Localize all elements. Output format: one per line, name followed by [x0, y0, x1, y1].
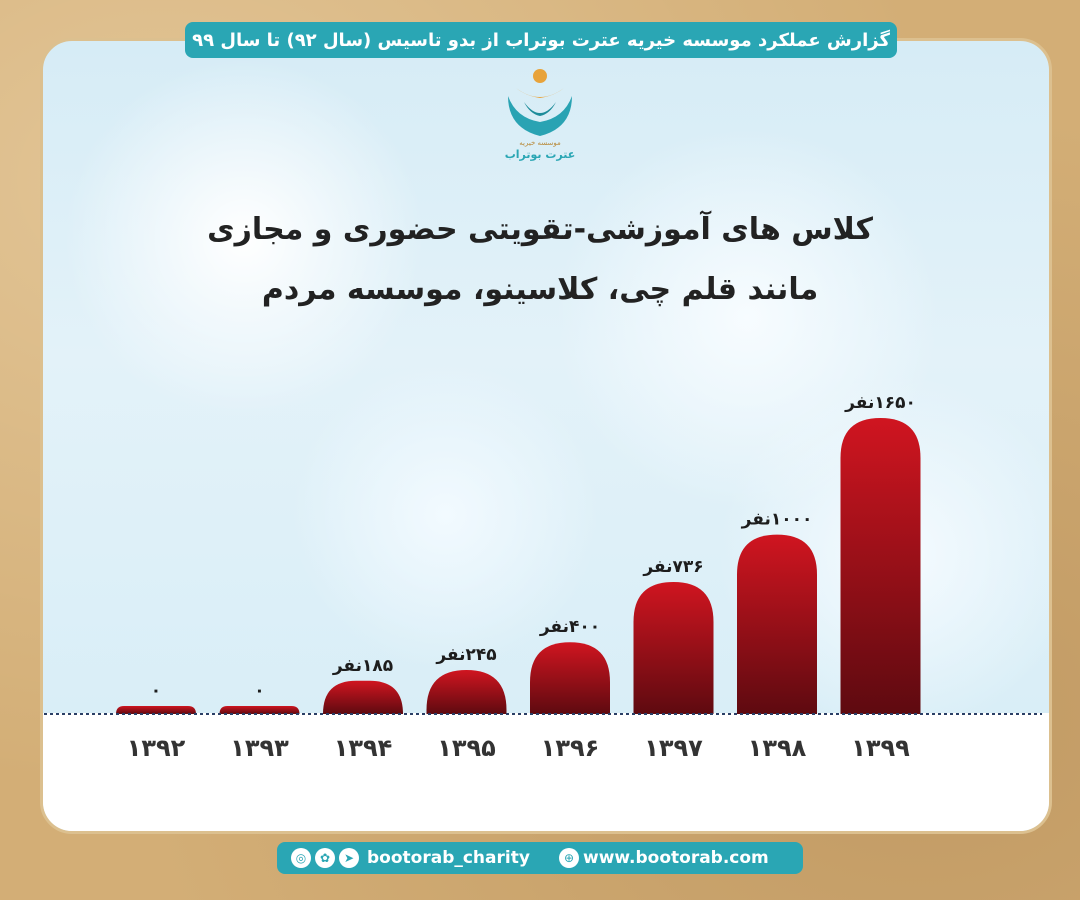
data-label-4: ۴۰۰نفر — [539, 617, 600, 637]
bar-1 — [219, 706, 300, 714]
footer-bar: ◎ ✿ ➤ bootorab_charity ⊕ www.bootorab.co… — [277, 842, 803, 874]
bar-4 — [530, 642, 610, 714]
aparat-icon[interactable]: ✿ — [315, 848, 335, 868]
bar-7 — [840, 418, 921, 714]
data-label-2: ۱۸۵نفر — [332, 656, 393, 676]
bar-5 — [633, 581, 714, 714]
x-tick-6: ۱۳۹۸ — [748, 734, 807, 762]
website-link[interactable]: www.bootorab.com — [583, 848, 769, 868]
x-tick-3: ۱۳۹۵ — [437, 734, 496, 762]
report-header: گزارش عملکرد موسسه خیریه عترت بوتراب از … — [185, 22, 897, 58]
data-labels: ۰ ۰ ۱۸۵نفر ۲۴۵نفر ۴۰۰نفر ۷۳۶نفر ۱۰۰۰نفر ۱۶۵۰نفر — [151, 393, 916, 701]
charity-logo: موسسه خیریه عترت بوتراب — [505, 69, 576, 161]
x-tick-7: ۱۳۹۹ — [851, 734, 910, 762]
logo-caption-small: موسسه خیریه — [519, 139, 561, 147]
x-tick-5: ۱۳۹۷ — [644, 734, 703, 762]
bar-series — [116, 418, 921, 714]
social-handle[interactable]: bootorab_charity — [367, 848, 530, 868]
bar-2 — [323, 680, 403, 714]
data-label-7: ۱۶۵۰نفر — [844, 393, 916, 413]
data-label-5: ۷۳۶نفر — [642, 557, 703, 577]
data-label-0: ۰ — [151, 681, 161, 701]
globe-icon: ⊕ — [559, 848, 579, 868]
data-label-3: ۲۴۵نفر — [435, 645, 496, 665]
instagram-icon[interactable]: ◎ — [291, 848, 311, 868]
bar-0 — [116, 706, 196, 714]
x-tick-0: ۱۳۹۲ — [127, 734, 186, 762]
axis-area — [43, 713, 1049, 831]
chart-title: کلاس های آموزشی-تقویتی حضوری و مجازی مان… — [180, 200, 900, 320]
x-tick-4: ۱۳۹۶ — [541, 734, 600, 762]
x-tick-2: ۱۳۹۴ — [334, 734, 393, 762]
x-axis-ticks: ۱۳۹۲ ۱۳۹۳ ۱۳۹۴ ۱۳۹۵ ۱۳۹۶ ۱۳۹۷ ۱۳۹۸ ۱۳۹۹ — [127, 734, 910, 762]
bar-3 — [426, 670, 507, 714]
chart-title-line2: مانند قلم چی، کلاسینو، موسسه مردم — [261, 272, 819, 307]
data-label-6: ۱۰۰۰نفر — [741, 510, 813, 530]
logo-caption-large: عترت بوتراب — [505, 148, 576, 161]
telegram-icon[interactable]: ➤ — [339, 848, 359, 868]
data-label-1: ۰ — [254, 681, 264, 701]
chart-title-line1: کلاس های آموزشی-تقویتی حضوری و مجازی — [207, 212, 873, 247]
bar-6 — [737, 534, 817, 714]
x-tick-1: ۱۳۹۳ — [230, 734, 289, 762]
report-header-text: گزارش عملکرد موسسه خیریه عترت بوتراب از … — [192, 29, 890, 51]
